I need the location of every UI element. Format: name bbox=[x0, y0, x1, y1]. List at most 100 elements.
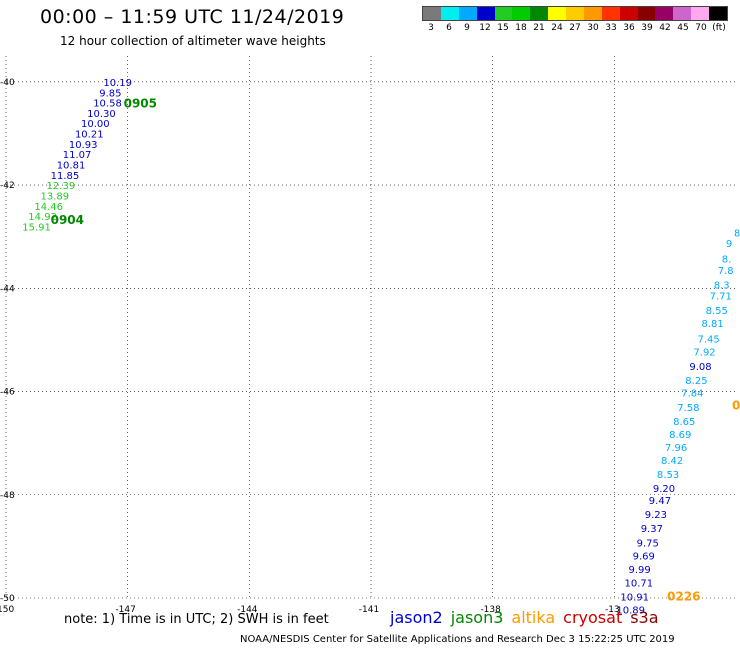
colorbar-swatch bbox=[619, 7, 638, 20]
wave-height-label: 7.71 bbox=[710, 292, 732, 303]
colorbar-label: 18 bbox=[515, 23, 527, 33]
colorbar-swatch bbox=[548, 7, 566, 20]
wave-height-label: 11.85 bbox=[51, 171, 80, 182]
colorbar-label: 9 bbox=[464, 23, 470, 33]
wave-height-label: 12.39 bbox=[47, 181, 76, 192]
wave-height-label: 10.81 bbox=[57, 161, 86, 172]
wave-height-label: 10.19 bbox=[103, 78, 132, 89]
wave-height-label: 9.69 bbox=[633, 551, 655, 562]
wave-height-label: 8.53 bbox=[657, 470, 679, 481]
pass-time-label: 0905 bbox=[124, 97, 157, 111]
chart-title: 00:00 – 11:59 UTC 11/24/2019 bbox=[40, 6, 345, 28]
colorbar-swatch bbox=[530, 7, 549, 20]
legend-entry: altika bbox=[511, 608, 556, 627]
wave-height-label: 9 bbox=[726, 239, 732, 250]
wave-height-label: 7.96 bbox=[665, 443, 687, 454]
wave-height-label: 10.89 bbox=[616, 605, 645, 616]
colorbar-label: 15 bbox=[497, 23, 509, 33]
wave-height-label: 11.07 bbox=[63, 150, 92, 161]
wave-height-label: 9.08 bbox=[689, 362, 711, 373]
y-tick-label: -48 bbox=[0, 491, 15, 501]
colorbar-label: 30 bbox=[587, 23, 599, 33]
wave-height-label: 9.23 bbox=[645, 510, 667, 521]
wave-height-label: 14.92 bbox=[28, 212, 57, 223]
wave-height-label: 9.85 bbox=[99, 88, 121, 99]
footer-note: note: 1) Time is in UTC; 2) SWH is in fe… bbox=[64, 612, 329, 627]
colorbar-label: 6 bbox=[446, 23, 452, 33]
colorbar-swatches bbox=[422, 6, 728, 21]
wave-height-label: 7.58 bbox=[677, 403, 699, 414]
wave-height-label: 8.65 bbox=[673, 417, 695, 428]
y-tick-label: -40 bbox=[0, 78, 15, 88]
colorbar-label: 70 bbox=[695, 23, 707, 33]
wave-height-label: 8.69 bbox=[669, 430, 691, 441]
colorbar-swatch bbox=[583, 7, 602, 20]
colorbar-swatch bbox=[423, 7, 441, 20]
wave-height-label: 7.8 bbox=[718, 266, 734, 277]
wave-height-label: 8.42 bbox=[661, 456, 683, 467]
wave-height-label: 9.47 bbox=[649, 496, 671, 507]
y-tick-label: -44 bbox=[0, 284, 15, 294]
wave-height-label: 8.3 bbox=[714, 280, 730, 291]
colorbar-swatch bbox=[458, 7, 477, 20]
x-tick-label: -13 bbox=[605, 605, 620, 615]
colorbar-swatch bbox=[637, 7, 656, 20]
colorbar-swatch bbox=[691, 7, 709, 20]
colorbar-swatch bbox=[440, 7, 459, 20]
wave-height-label: 7.45 bbox=[697, 334, 719, 345]
legend-entry: jason2 bbox=[390, 608, 443, 627]
wave-height-label: 14.46 bbox=[34, 202, 63, 213]
y-tick-label: -50 bbox=[0, 594, 15, 604]
colorbar-label: (ft) bbox=[712, 23, 726, 33]
colorbar-label: 36 bbox=[623, 23, 635, 33]
legend-entry: jason3 bbox=[450, 608, 504, 627]
wave-height-label: 8.25 bbox=[685, 376, 707, 387]
wave-height-label: 10.21 bbox=[75, 130, 104, 141]
wave-height-label: 10.30 bbox=[87, 109, 116, 120]
wave-height-label: 8.81 bbox=[702, 319, 724, 330]
colorbar-label: 21 bbox=[533, 23, 545, 33]
colorbar-swatch bbox=[476, 7, 495, 20]
x-tick-label: -150 bbox=[0, 605, 14, 615]
x-tick-label: -138 bbox=[480, 605, 501, 615]
colorbar-label: 27 bbox=[569, 23, 581, 33]
y-tick-label: -42 bbox=[0, 181, 15, 191]
x-tick-label: -147 bbox=[115, 605, 135, 615]
wave-height-label: 9.20 bbox=[653, 484, 675, 495]
wave-height-label: 10.71 bbox=[624, 579, 653, 590]
colorbar-swatch bbox=[566, 7, 584, 20]
y-tick-label: -46 bbox=[0, 388, 15, 398]
wave-height-label: 7.92 bbox=[693, 347, 715, 358]
wave-height-label: 10.93 bbox=[69, 140, 98, 151]
x-tick-label: -141 bbox=[359, 605, 379, 615]
wave-height-label: 9.37 bbox=[641, 524, 663, 535]
wave-height-label: 15.91 bbox=[22, 222, 51, 233]
colorbar-swatch bbox=[655, 7, 674, 20]
colorbar: 3 6 9 12 15 18 21 24 27 30 33 36 39 42 45 70 (ft) bbox=[422, 6, 728, 35]
pass-time-label: 0226 bbox=[667, 590, 700, 604]
wave-height-label: 10.00 bbox=[81, 119, 110, 130]
x-tick-label: -144 bbox=[237, 605, 258, 615]
colorbar-swatch bbox=[673, 7, 692, 20]
colorbar-labels: 3 6 9 12 15 18 21 24 27 30 33 36 39 42 45 70 (ft) bbox=[422, 21, 728, 35]
legend-entry: s3a bbox=[630, 608, 659, 627]
colorbar-label: 45 bbox=[677, 23, 689, 33]
wave-height-label: 8.55 bbox=[706, 306, 728, 317]
colorbar-label: 3 bbox=[428, 23, 434, 33]
wave-height-label: 9.99 bbox=[629, 565, 651, 576]
wave-height-label: 9.75 bbox=[637, 538, 659, 549]
colorbar-swatch bbox=[512, 7, 531, 20]
wave-height-label: 8. bbox=[722, 254, 732, 265]
wave-height-label: 10.58 bbox=[93, 99, 122, 110]
pass-time-label: 0904 bbox=[51, 213, 84, 227]
wave-height-label: 10.91 bbox=[620, 593, 649, 604]
satellite-legend: jason2 jason3 altika cryosat s3a bbox=[390, 608, 667, 627]
wave-height-label: 13.89 bbox=[40, 192, 69, 203]
colorbar-label: 33 bbox=[605, 23, 617, 33]
colorbar-swatch bbox=[601, 7, 620, 20]
wave-height-label: 8 bbox=[734, 229, 740, 240]
wave-height-label: 7.84 bbox=[681, 389, 703, 400]
colorbar-label: 42 bbox=[659, 23, 671, 33]
colorbar-swatch bbox=[494, 7, 513, 20]
